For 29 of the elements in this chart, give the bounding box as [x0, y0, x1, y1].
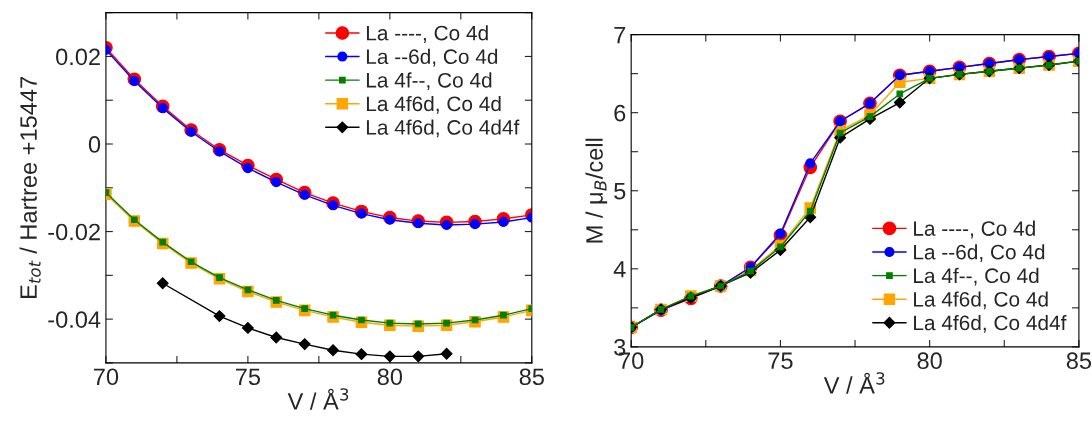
y-axis-title: E$_{tot}$ / Hartree +15447: [19, 77, 41, 299]
x-axis-title: V / Å$^{3}$: [823, 372, 885, 394]
y-tick-label: 0: [88, 136, 101, 153]
y-tick-label: 6: [614, 104, 626, 122]
x-axis-title: V / Å$^{3}$: [287, 388, 349, 410]
legend-label: La 4f6d, Co 4d4f: [914, 314, 1067, 333]
y-tick-label: 0.02: [56, 48, 100, 66]
legend-label: La --6d, Co 4d: [366, 48, 498, 67]
legend-label: La 4f6d, Co 4d: [366, 95, 501, 114]
y-tick-label: 4: [613, 261, 626, 278]
y-tick-label: 5: [614, 183, 626, 200]
y-tick-label: 7: [614, 26, 626, 44]
x-tick-label: 80: [377, 368, 403, 386]
y-tick-label: -0.02: [48, 223, 100, 241]
legend-label: La 4f--, Co 4d: [366, 72, 492, 91]
legend-label: La ----, Co 4d: [366, 25, 488, 43]
legend-label: La 4f6d, Co 4d4f: [366, 119, 520, 138]
legend-label: La 4f6d, Co 4d: [914, 291, 1048, 310]
x-tick-label: 85: [1066, 352, 1092, 370]
legend-label: La ----, Co 4d: [914, 220, 1035, 239]
y-tick-label: -0.04: [48, 311, 101, 328]
y-axis-title: M / μ$_{B}$/cell: [585, 138, 608, 243]
x-tick-label: 75: [768, 352, 793, 370]
x-tick-label: 70: [94, 368, 119, 386]
x-tick-label: 85: [519, 368, 544, 386]
legend-label: La 4f--, Co 4d: [914, 267, 1039, 286]
legend-label: La --6d, Co 4d: [914, 244, 1045, 262]
x-tick-label: 75: [235, 368, 261, 386]
x-tick-label: 80: [917, 352, 942, 370]
